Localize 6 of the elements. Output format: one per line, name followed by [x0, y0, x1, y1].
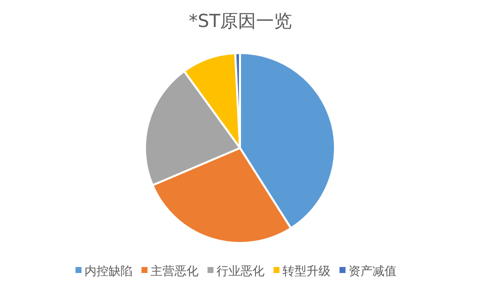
legend-label: 资产减值: [348, 264, 396, 278]
legend-label: 内控缺陷: [84, 264, 132, 278]
legend-label: 主营恶化: [150, 264, 198, 278]
chart-title: *ST原因一览: [188, 11, 292, 32]
legend-label: 转型升级: [282, 264, 330, 278]
legend-label: 行业恶化: [216, 264, 264, 278]
